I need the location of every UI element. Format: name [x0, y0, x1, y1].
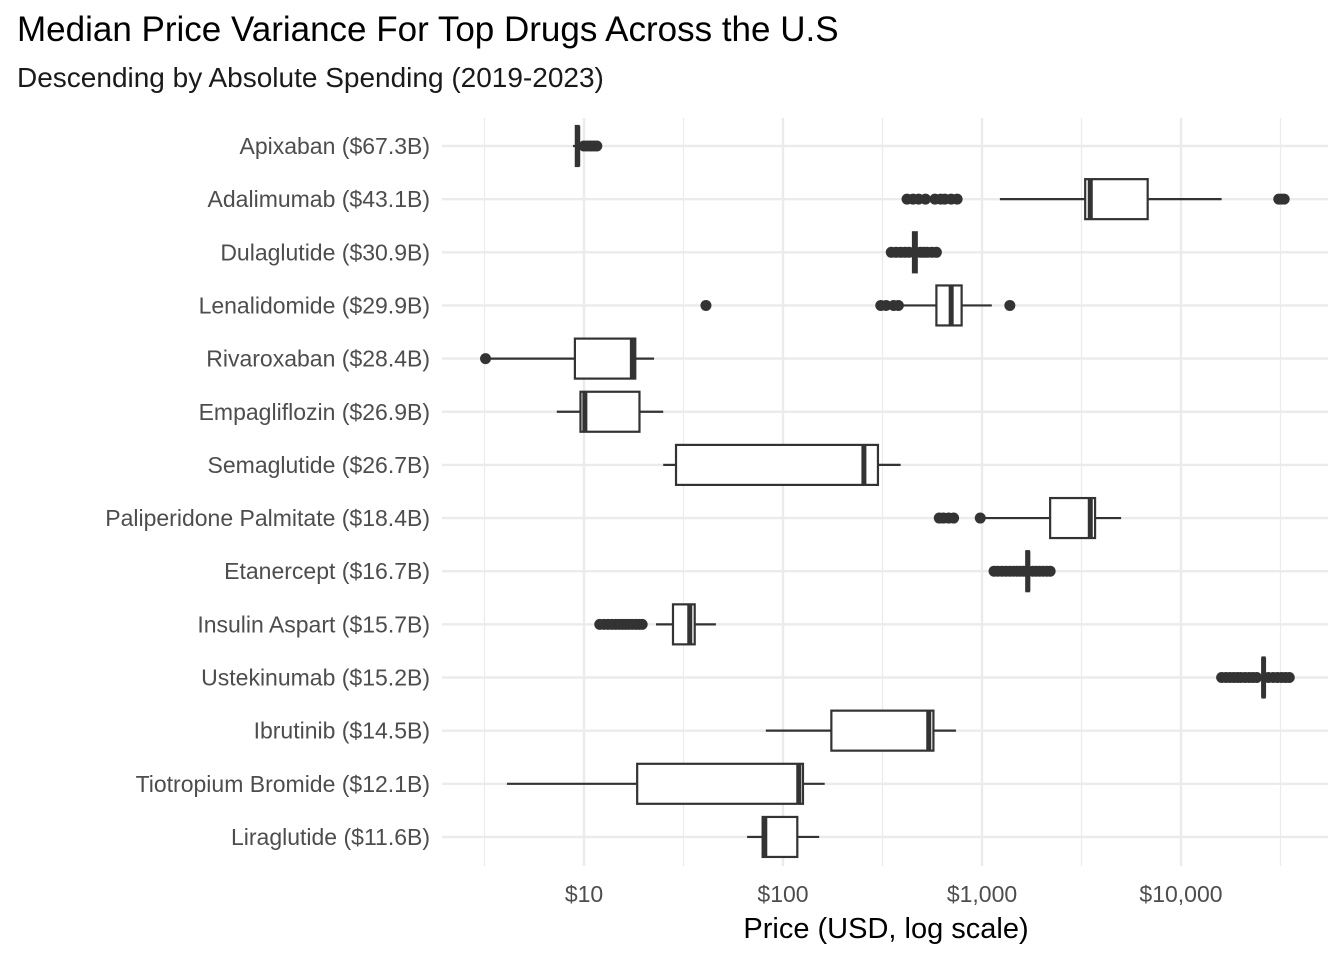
- outlier-point: [1004, 299, 1016, 311]
- box-iqr: [674, 443, 880, 486]
- y-tick-label: Lenalidomide ($29.9B): [199, 292, 430, 318]
- outlier-point: [1018, 565, 1030, 577]
- x-axis-label: Price (USD, log scale): [743, 913, 1028, 945]
- y-tick-label: Etanercept ($16.7B): [224, 558, 430, 584]
- y-tick-label: Adalimumab ($43.1B): [208, 186, 430, 212]
- box-iqr: [830, 709, 935, 752]
- box-8: [933, 496, 1122, 540]
- outlier-point: [892, 299, 904, 311]
- x-tick-label: $10: [565, 881, 603, 907]
- box-4: [700, 284, 1016, 327]
- box-iqr: [1084, 178, 1149, 221]
- y-tick-label: Ibrutinib ($14.5B): [254, 718, 430, 744]
- y-tick-label: Liraglutide ($11.6B): [231, 824, 430, 850]
- box-14: [747, 815, 820, 859]
- y-tick-label: Apixaban ($67.3B): [239, 133, 430, 159]
- box-6: [556, 390, 664, 433]
- box-5: [480, 337, 655, 380]
- box-7: [663, 443, 901, 486]
- chart-title: Median Price Variance For Top Drugs Acro…: [17, 10, 839, 49]
- y-tick-label: Rivaroxaban ($28.4B): [206, 346, 430, 372]
- box-9: [988, 550, 1056, 593]
- outlier-point: [930, 246, 942, 258]
- y-tick-label: Paliperidone Palmitate ($18.4B): [105, 505, 430, 531]
- outlier-point: [591, 140, 603, 152]
- box-iqr: [579, 390, 641, 433]
- y-tick-label: Ustekinumab ($15.2B): [201, 665, 430, 691]
- outlier-point: [903, 246, 915, 258]
- x-tick-label: $1,000: [947, 881, 1017, 907]
- y-tick-label: Insulin Aspart ($15.7B): [197, 611, 430, 637]
- outlier-point: [1044, 565, 1056, 577]
- outlier-point: [636, 618, 648, 630]
- y-tick-label: Dulaglutide ($30.9B): [220, 239, 430, 265]
- y-tick-labels: Apixaban ($67.3B) Adalimumab ($43.1B) Dula…: [105, 133, 430, 850]
- box-iqr: [1049, 496, 1097, 540]
- box-12: [765, 709, 956, 752]
- chart-subtitle: Descending by Absolute Spending (2019-20…: [17, 62, 604, 93]
- outlier-point: [951, 193, 963, 205]
- outlier-point: [1283, 672, 1295, 683]
- outlier-point: [919, 193, 931, 205]
- x-tick-label: $10,000: [1139, 881, 1222, 907]
- outlier-point: [974, 512, 986, 524]
- outlier-point: [480, 353, 492, 365]
- outlier-point: [700, 299, 712, 311]
- grid-layer: [442, 118, 1328, 866]
- x-tick-label: $100: [757, 881, 808, 907]
- x-tick-labels: $10 $100 $1,000 $10,000: [565, 881, 1223, 907]
- box-2: [901, 178, 1290, 221]
- y-tick-label: Semaglutide ($26.7B): [208, 452, 430, 478]
- box-10: [594, 603, 716, 646]
- y-tick-label: Tiotropium Bromide ($12.1B): [136, 771, 430, 797]
- box-iqr: [573, 337, 637, 380]
- outlier-point: [880, 299, 892, 311]
- box-3: [885, 231, 942, 274]
- box-13: [506, 762, 825, 805]
- outlier-point: [1251, 672, 1263, 683]
- box-11: [1216, 656, 1295, 699]
- box-iqr: [761, 815, 799, 859]
- box-iqr: [636, 762, 805, 805]
- y-tick-label: Empagliflozin ($26.9B): [199, 399, 430, 425]
- box-1: [572, 124, 603, 168]
- outlier-point: [948, 512, 960, 524]
- box-layer: [480, 124, 1295, 859]
- outlier-point: [1278, 193, 1290, 205]
